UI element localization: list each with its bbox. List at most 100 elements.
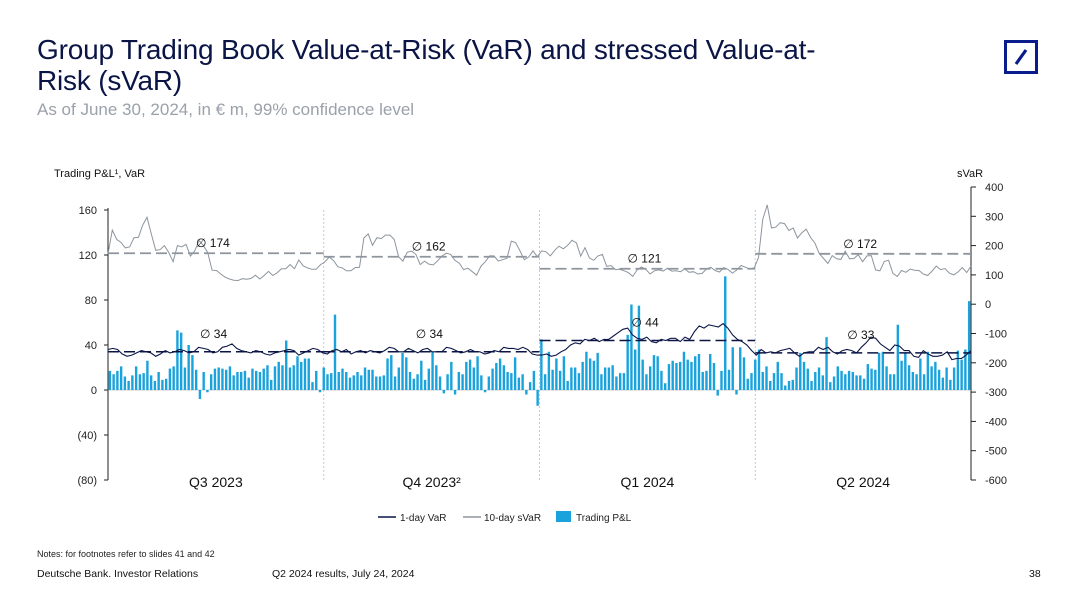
trading-pnl-bar bbox=[949, 379, 952, 390]
trading-pnl-bar bbox=[558, 370, 562, 390]
trading-pnl-bar bbox=[209, 374, 213, 390]
left-tick-label: 120 bbox=[79, 250, 97, 262]
trading-pnl-bar bbox=[243, 370, 247, 390]
trading-pnl-bar bbox=[525, 390, 528, 395]
trading-pnl-bar bbox=[206, 390, 209, 393]
trading-pnl-bar bbox=[390, 355, 393, 390]
trading-pnl-bar bbox=[532, 370, 536, 390]
trading-pnl-bar bbox=[510, 373, 513, 390]
trading-pnl-bar bbox=[236, 372, 239, 390]
trading-pnl-bar bbox=[285, 340, 288, 390]
trading-pnl-bar bbox=[176, 330, 179, 390]
trading-pnl-bar bbox=[371, 369, 374, 390]
trading-pnl-bar bbox=[288, 367, 292, 390]
trading-pnl-bar bbox=[363, 367, 367, 390]
trading-pnl-bar bbox=[746, 378, 749, 390]
trading-pnl-bar bbox=[416, 374, 419, 390]
trading-pnl-bar bbox=[937, 369, 941, 390]
avg-var-label: ∅ 34 bbox=[200, 327, 227, 341]
trading-pnl-bar bbox=[769, 381, 772, 390]
left-tick-label: 40 bbox=[85, 340, 97, 352]
trading-pnl-bar bbox=[840, 370, 843, 390]
trading-pnl-bar bbox=[153, 381, 157, 390]
trading-pnl-bar bbox=[881, 351, 885, 390]
right-tick-label: 100 bbox=[985, 270, 1003, 282]
trading-pnl-bar bbox=[712, 363, 716, 390]
trading-pnl-bar bbox=[784, 385, 787, 390]
trading-pnl-bar bbox=[656, 356, 659, 390]
trading-pnl-bar bbox=[682, 351, 686, 390]
page-title: Group Trading Book Value-at-Risk (VaR) a… bbox=[37, 34, 816, 96]
trading-pnl-bar bbox=[795, 367, 798, 390]
trading-pnl-bar bbox=[630, 304, 633, 390]
trading-pnl-bar bbox=[915, 374, 918, 390]
trading-pnl-bar bbox=[393, 376, 397, 390]
trading-pnl-bar bbox=[540, 339, 543, 390]
trading-pnl-bar bbox=[191, 355, 194, 390]
trading-pnl-bar bbox=[480, 375, 483, 390]
trading-pnl-bar bbox=[296, 356, 299, 390]
trading-pnl-bar bbox=[281, 365, 284, 390]
trading-pnl-bar bbox=[960, 359, 963, 390]
avg-svar-label: ∅ 172 bbox=[843, 237, 877, 251]
right-tick-label: 0 bbox=[985, 299, 991, 311]
legend-var-label: 1-day VaR bbox=[400, 513, 447, 524]
trading-pnl-bar bbox=[874, 369, 877, 390]
trading-pnl-bar bbox=[870, 368, 873, 390]
trading-pnl-bar bbox=[802, 361, 806, 390]
trading-pnl-bar bbox=[829, 382, 832, 390]
trading-pnl-bar bbox=[862, 378, 866, 390]
right-tick-label: 300 bbox=[985, 211, 1003, 223]
trading-pnl-bar bbox=[408, 372, 412, 390]
trading-pnl-bar bbox=[318, 390, 322, 393]
trading-pnl-bar bbox=[787, 381, 791, 390]
trading-pnl-bar bbox=[258, 372, 262, 390]
trading-pnl-bar bbox=[461, 374, 464, 390]
trading-pnl-bar bbox=[528, 382, 532, 390]
left-tick-label: (80) bbox=[77, 475, 97, 487]
trading-pnl-bar bbox=[817, 367, 821, 390]
left-tick-label: 80 bbox=[85, 295, 97, 307]
trading-pnl-bar bbox=[885, 366, 888, 390]
trading-pnl-bar bbox=[502, 365, 506, 390]
trading-pnl-bar bbox=[435, 365, 438, 390]
trading-pnl-bar bbox=[341, 368, 344, 390]
trading-pnl-bar bbox=[551, 369, 554, 390]
trading-pnl-bar bbox=[686, 359, 689, 390]
right-tick-label: -100 bbox=[985, 329, 1007, 341]
trading-pnl-bar bbox=[581, 361, 584, 390]
left-tick-label: 160 bbox=[79, 205, 97, 217]
trading-pnl-bar bbox=[607, 367, 611, 390]
trading-pnl-bar bbox=[926, 351, 930, 390]
trading-pnl-bar bbox=[799, 352, 802, 390]
trading-pnl-bar bbox=[423, 379, 427, 390]
right-tick-label: -200 bbox=[985, 358, 1007, 370]
trading-pnl-bar bbox=[724, 276, 727, 390]
trading-pnl-bar bbox=[228, 366, 232, 390]
legend-pnl-swatch bbox=[556, 511, 571, 522]
trading-pnl-bar bbox=[356, 372, 359, 390]
right-tick-label: -600 bbox=[985, 475, 1007, 487]
trading-pnl-bar bbox=[705, 370, 708, 390]
trading-pnl-bar bbox=[637, 305, 641, 390]
avg-svar-label: ∅ 174 bbox=[196, 236, 230, 250]
trading-pnl-bar bbox=[592, 360, 596, 390]
trading-pnl-bar bbox=[671, 360, 674, 390]
trading-pnl-bar bbox=[506, 372, 509, 390]
trading-pnl-bar bbox=[694, 356, 697, 390]
trading-pnl-bar bbox=[603, 367, 607, 390]
trading-pnl-bar bbox=[149, 375, 153, 390]
trading-pnl-bar bbox=[202, 372, 205, 390]
trading-pnl-bar bbox=[221, 368, 224, 390]
trading-pnl-bar bbox=[765, 366, 768, 390]
trading-pnl-bar bbox=[645, 374, 648, 390]
trading-pnl-bar bbox=[251, 368, 254, 390]
trading-pnl-bar bbox=[442, 390, 446, 394]
trading-pnl-bar bbox=[750, 373, 753, 390]
trading-pnl-bar bbox=[194, 369, 198, 390]
trading-pnl-bar bbox=[727, 369, 731, 390]
trading-pnl-bar bbox=[791, 379, 794, 390]
trading-pnl-bar bbox=[847, 370, 851, 390]
var-line bbox=[107, 322, 972, 361]
footer-company: Deutsche Bank. Investor Relations bbox=[37, 568, 199, 580]
